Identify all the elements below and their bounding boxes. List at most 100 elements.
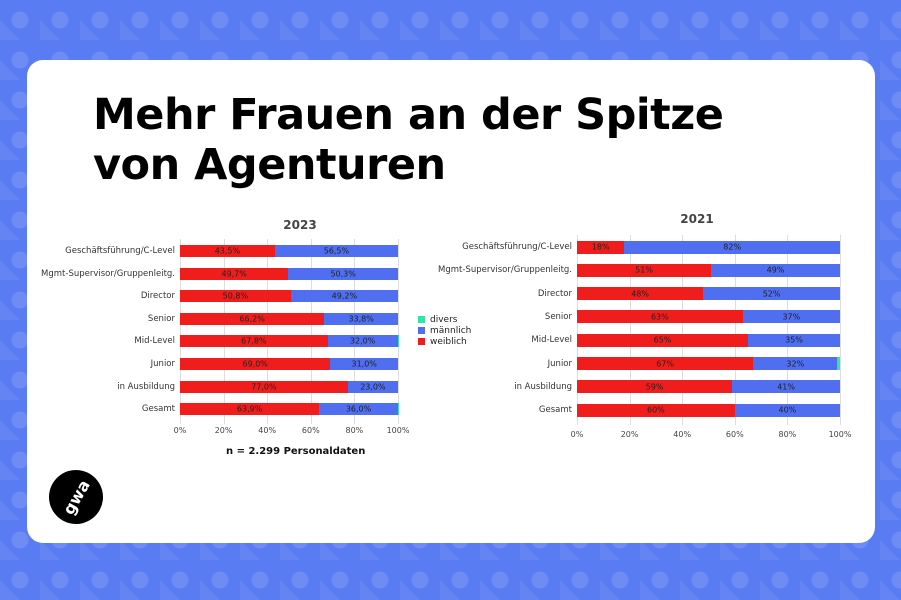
data-label: 43,5% <box>214 246 241 256</box>
category-label: Junior <box>150 359 175 369</box>
content-card <box>27 60 875 543</box>
data-label: 67,8% <box>241 336 267 346</box>
bar-segment-männlich <box>319 403 398 416</box>
bar-segment-männlich <box>324 312 398 325</box>
bar-segment-männlich <box>734 403 840 417</box>
category-label: Mgmt-Supervisor/Gruppenleitg. <box>41 268 175 279</box>
category-label: Director <box>537 288 572 299</box>
bar-segment-weiblich <box>577 310 743 324</box>
bar-segment-weiblich <box>180 267 289 280</box>
x-tick-label: 40% <box>673 430 692 439</box>
bar-segment-männlich <box>327 335 398 348</box>
headline: Mehr Frauen an der Spitze von Agenturen <box>93 90 724 190</box>
gridline <box>223 239 225 424</box>
legend: divers männlich weiblich <box>418 314 471 347</box>
bar-segment-männlich <box>753 357 838 370</box>
bar-segment-männlich <box>711 263 840 277</box>
data-label: 33,8% <box>348 314 374 324</box>
bar-segment-weiblich <box>180 245 275 257</box>
legend-label: weiblich <box>430 336 467 347</box>
x-tick-label: 80% <box>778 430 797 439</box>
data-label: 67% <box>656 359 674 368</box>
bar-segment-weiblich <box>180 403 320 416</box>
data-label: 59% <box>645 382 664 392</box>
bar-segment-divers <box>837 357 840 370</box>
bar-segment-männlich <box>732 380 840 394</box>
data-label: 60% <box>647 405 665 415</box>
bar-segment-männlich <box>330 358 398 370</box>
bar-segment-weiblich <box>577 263 712 277</box>
x-tick-label: 100% <box>828 430 852 439</box>
data-label: 40% <box>778 405 797 415</box>
gridline <box>310 239 312 424</box>
data-label: 50,8% <box>222 291 249 301</box>
category-label: Gesamt <box>141 404 175 415</box>
legend-swatch <box>418 338 425 345</box>
bar-segment-männlich <box>274 245 398 257</box>
bar-segment-männlich <box>624 240 840 254</box>
x-tick-label: 60% <box>725 430 744 439</box>
legend-item-divers: divers <box>418 314 471 325</box>
data-label: 50,3% <box>330 269 356 279</box>
gridline <box>682 235 684 426</box>
category-label: Senior <box>544 311 572 322</box>
legend-swatch <box>418 327 425 334</box>
data-label: 56,5% <box>323 246 350 256</box>
data-label: 51% <box>635 265 653 275</box>
x-tick-label: 40% <box>258 426 277 435</box>
gridline <box>629 235 631 426</box>
category-label: Mid-Level <box>134 336 175 347</box>
data-label: 49,7% <box>221 269 247 279</box>
headline-line-2: von Agenturen <box>93 140 446 190</box>
bar-segment-weiblich <box>180 380 348 393</box>
x-tick-label: 60% <box>301 426 320 435</box>
gridline <box>577 235 578 426</box>
bar-segment-weiblich <box>577 403 735 417</box>
gridline <box>787 235 789 426</box>
x-tick-label: 0% <box>173 426 187 435</box>
bar-segment-weiblich <box>577 333 748 347</box>
legend-item-weiblich: weiblich <box>418 336 471 347</box>
data-label: 18% <box>591 242 610 252</box>
bar-segment-weiblich <box>577 240 625 254</box>
x-tick-label: 80% <box>345 426 364 435</box>
data-label: 49% <box>766 265 785 275</box>
category-label: Geschäftsführung/C-Level <box>65 246 175 256</box>
bar-segment-männlich <box>742 310 840 324</box>
category-label: Mid-Level <box>531 335 572 346</box>
gridline <box>840 235 841 426</box>
category-label: Director <box>140 291 175 302</box>
x-tick-label: 0% <box>570 430 584 439</box>
data-label: 32,0% <box>349 336 376 346</box>
bar-segment-männlich <box>290 290 398 303</box>
category-label: in Ausbildung <box>117 381 175 392</box>
category-label: Mgmt-Supervisor/Gruppenleitg. <box>438 265 572 276</box>
data-label: 65% <box>653 335 672 345</box>
chart-title: 2021 <box>680 212 714 226</box>
x-tick-label: 100% <box>386 426 410 435</box>
data-label: 49,2% <box>331 291 358 301</box>
legend-label: divers <box>430 314 458 325</box>
gridline <box>354 239 356 424</box>
category-label: Gesamt <box>538 405 572 416</box>
bar-segment-weiblich <box>180 312 325 325</box>
x-tick-label: 20% <box>620 430 639 439</box>
data-label: 23,0% <box>360 382 386 392</box>
gridline <box>267 239 269 424</box>
bar-segment-weiblich <box>577 380 733 394</box>
data-label: 66,2% <box>239 314 265 324</box>
gridline <box>734 235 736 426</box>
bar-segment-männlich <box>347 380 398 393</box>
data-label: 32% <box>786 359 805 368</box>
headline-line-1: Mehr Frauen an der Spitze <box>93 90 724 140</box>
data-label: 82% <box>723 242 742 252</box>
data-label: 31,0% <box>351 359 377 369</box>
data-label: 41% <box>777 382 795 392</box>
bar-segment-weiblich <box>577 287 704 301</box>
data-label: 36,0% <box>345 404 372 414</box>
data-label: 77,0% <box>251 382 277 392</box>
bar-segment-weiblich <box>180 358 331 370</box>
category-label: Senior <box>147 313 175 324</box>
legend-swatch <box>418 316 425 323</box>
x-tick-label: 20% <box>214 426 233 435</box>
